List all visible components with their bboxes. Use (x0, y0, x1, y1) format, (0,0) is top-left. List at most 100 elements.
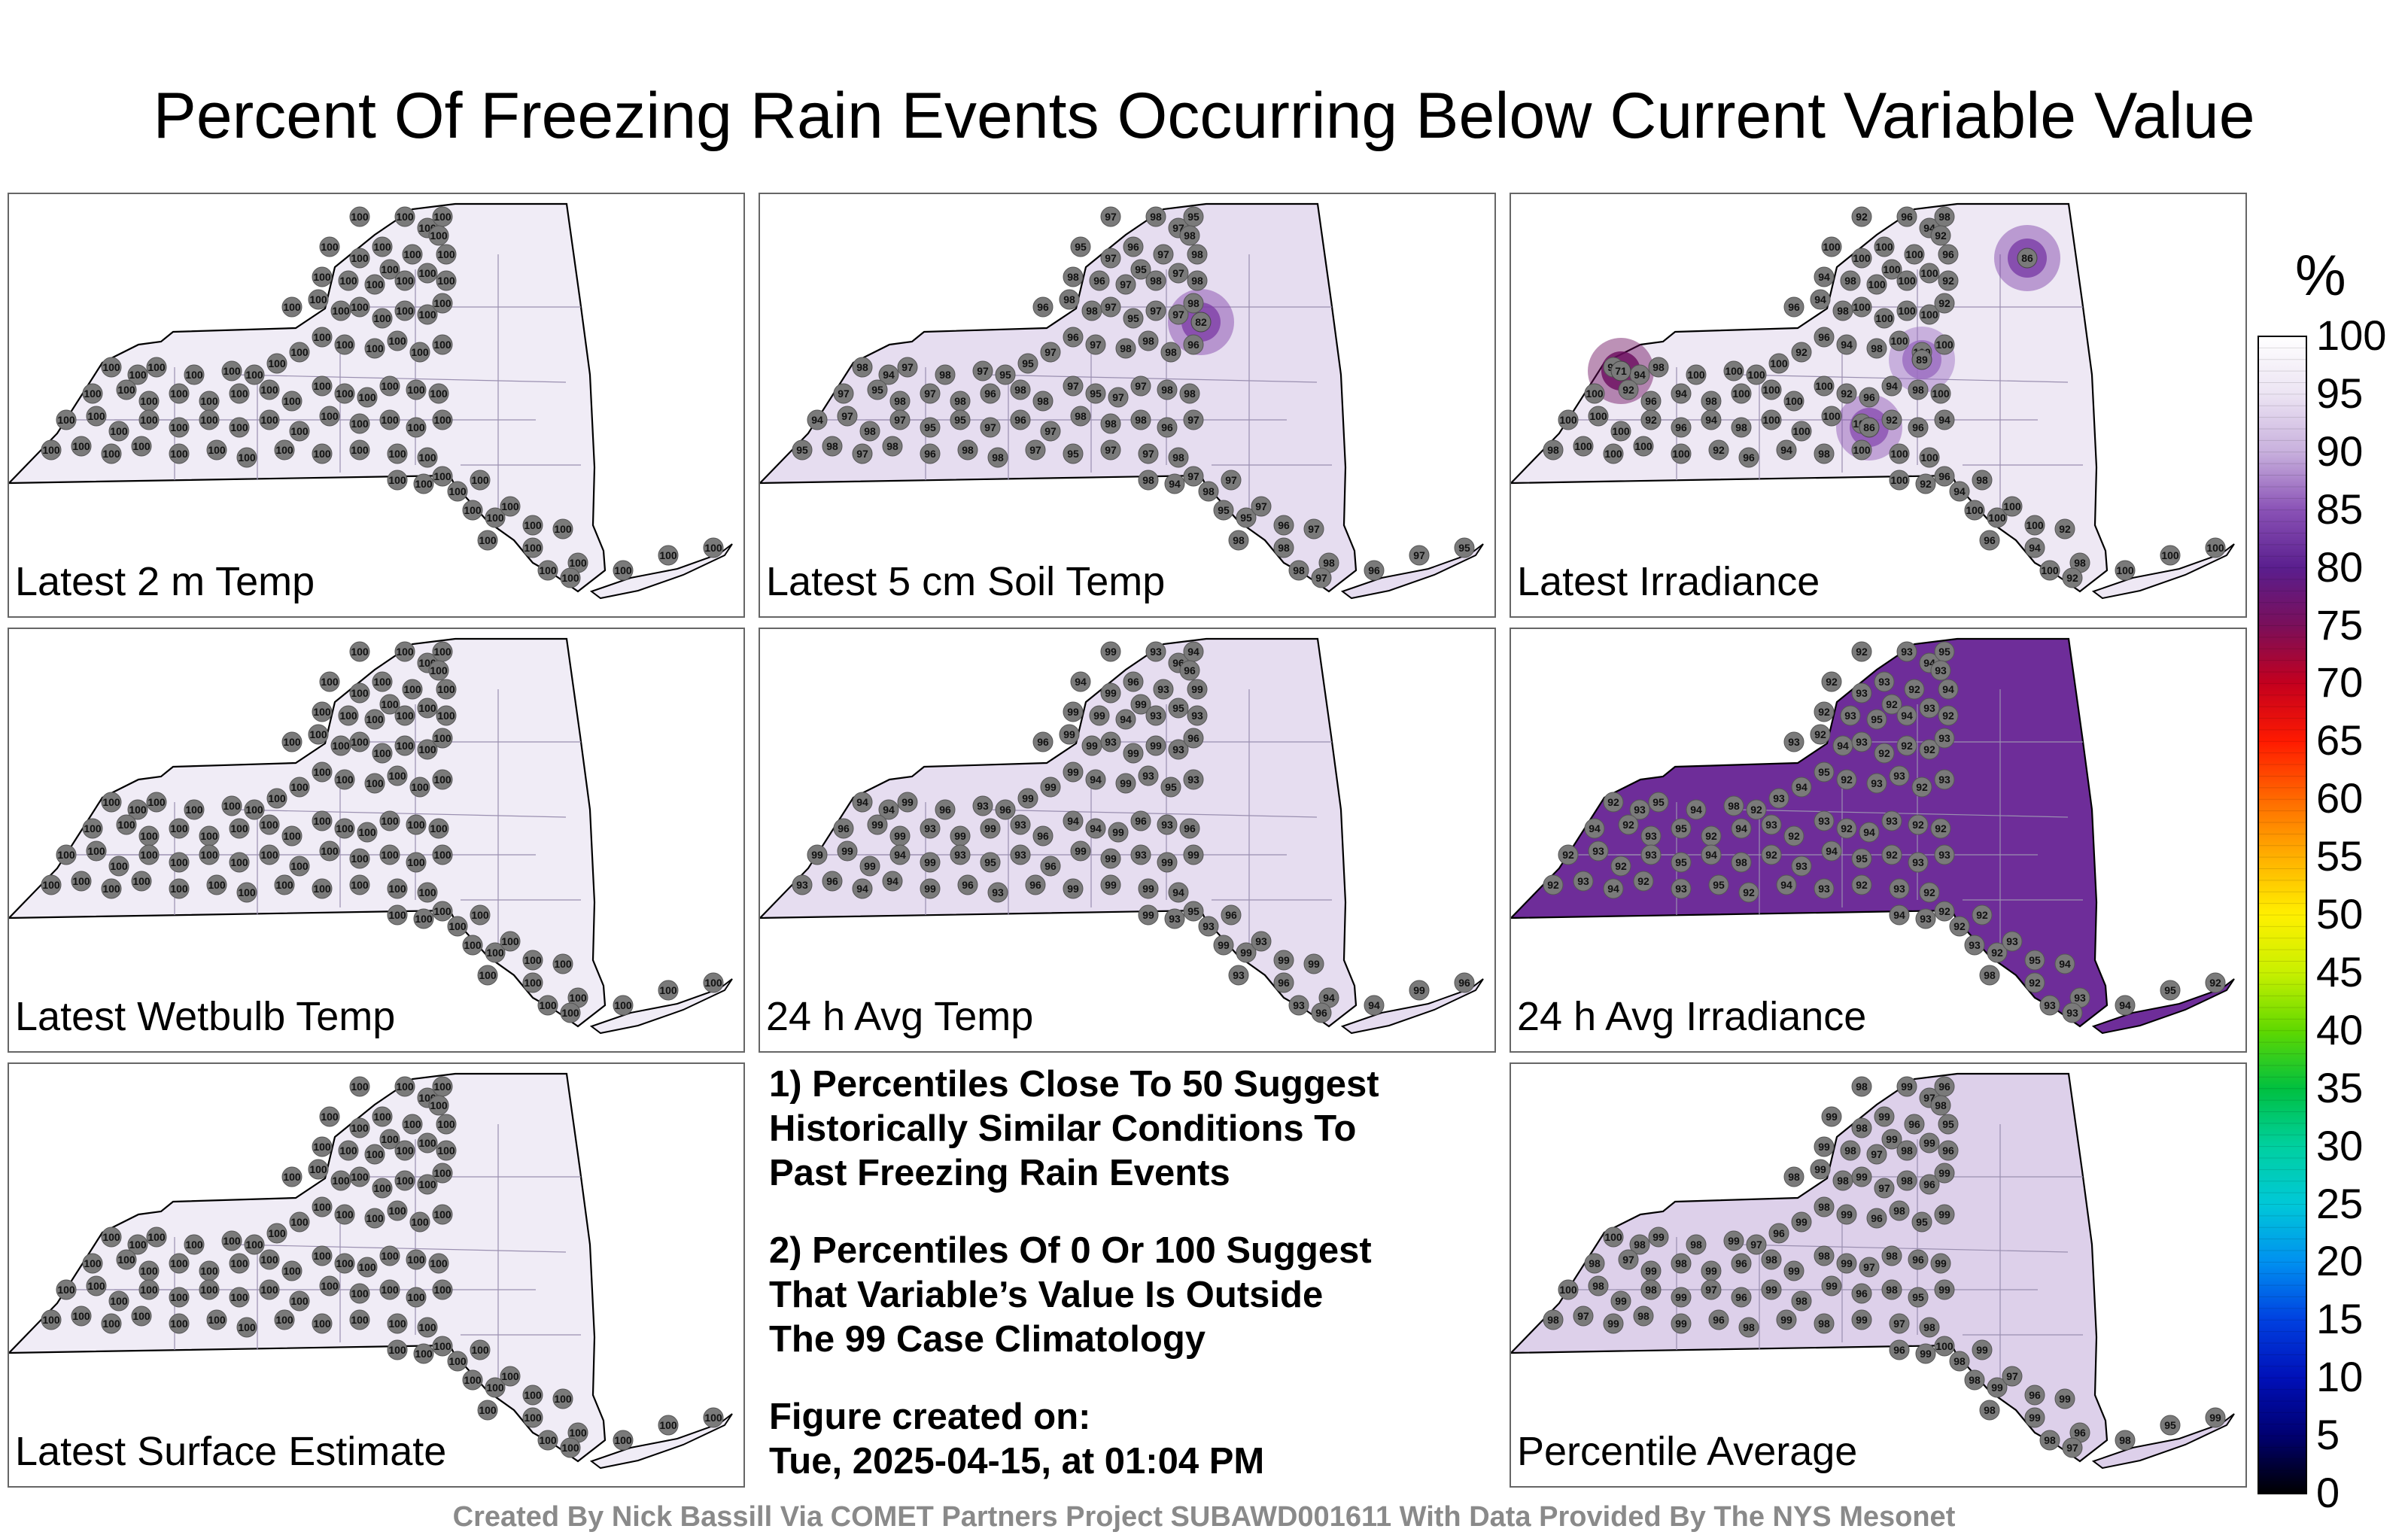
station-marker: 98 (1832, 300, 1853, 321)
station-marker: 100 (101, 1313, 122, 1334)
station-marker: 94 (1063, 810, 1084, 831)
station-value: 100 (260, 849, 278, 861)
station-value: 99 (1240, 947, 1252, 959)
station-marker: 98 (1160, 342, 1181, 363)
station-value: 100 (381, 698, 399, 710)
station-value: 96 (1901, 211, 1913, 223)
station-marker: 100 (432, 1336, 453, 1357)
station-value: 97 (1150, 305, 1162, 317)
station-marker: 100 (477, 1400, 498, 1421)
station-marker: 100 (522, 972, 543, 993)
station-value: 100 (433, 1081, 451, 1093)
station-value: 96 (838, 822, 850, 834)
station-value: 100 (129, 369, 147, 381)
station-marker: 100 (1919, 263, 1940, 284)
station-marker: 100 (1814, 375, 1835, 397)
station-marker: 98 (1187, 270, 1208, 291)
station-marker: 98 (1273, 537, 1294, 558)
station-marker: 93 (2002, 931, 2023, 952)
station-marker: 96 (1919, 1174, 1940, 1195)
station-value: 93 (1135, 849, 1147, 861)
station-value: 100 (170, 856, 188, 868)
station-marker: 100 (289, 1290, 310, 1312)
station-marker: 100 (364, 709, 385, 730)
station-value: 94 (1780, 444, 1792, 456)
station-marker: 93 (2039, 995, 2060, 1016)
station-value: 95 (1075, 241, 1087, 253)
station-marker: 100 (330, 1170, 351, 1191)
station-value: 100 (524, 977, 542, 989)
station-value: 100 (1815, 380, 1833, 392)
station-marker: 98 (1157, 379, 1178, 400)
station-marker: 100 (658, 1415, 679, 1436)
station-value: 98 (1120, 342, 1132, 354)
station-marker: 100 (2115, 560, 2136, 581)
station-value: 95 (1240, 512, 1252, 524)
station-marker: 100 (146, 1226, 167, 1248)
station-marker: 98 (852, 357, 873, 378)
station-value: 100 (140, 414, 158, 426)
station-value: 100 (437, 683, 455, 695)
station-value: 94 (894, 849, 906, 861)
station-value: 86 (1863, 421, 1875, 433)
station-marker: 100 (387, 904, 408, 926)
station-marker: 97 (972, 360, 993, 381)
station-marker: 98 (2115, 1430, 2136, 1451)
station-value: 100 (501, 1370, 519, 1382)
station-marker: 100 (432, 844, 453, 865)
station-value: 95 (1912, 1291, 1924, 1303)
station-value: 94 (1841, 339, 1853, 351)
station-marker: 100 (312, 266, 333, 287)
station-value: 93 (1233, 969, 1245, 981)
station-marker: 95 (1070, 236, 1091, 257)
station-value: 100 (223, 365, 241, 377)
station-value: 99 (1818, 1141, 1830, 1153)
station-value: 98 (1935, 1099, 1947, 1111)
station-marker: 96 (957, 874, 978, 895)
station-marker: 96 (1908, 1249, 1929, 1270)
station-marker: 100 (1558, 409, 1579, 430)
station-value: 92 (1942, 275, 1954, 287)
station-value: 94 (1172, 886, 1184, 898)
station-marker: 100 (1874, 308, 1895, 329)
station-value: 98 (1844, 275, 1856, 287)
station-value: 100 (433, 297, 451, 309)
station-marker: 98 (1814, 1313, 1835, 1334)
station-value: 100 (84, 388, 102, 400)
station-value: 92 (1645, 414, 1657, 426)
station-value: 96 (1713, 1314, 1725, 1326)
station-marker: 98 (882, 436, 903, 457)
station-value: 95 (1675, 856, 1687, 868)
station-marker: 100 (1904, 244, 1925, 265)
station-marker: 100 (537, 995, 558, 1016)
station-value: 98 (1592, 1280, 1604, 1292)
station-marker: 96 (1273, 515, 1294, 536)
station-value: 100 (117, 1254, 135, 1266)
station-marker: 99 (1874, 1106, 1895, 1127)
station-value: 94 (1120, 713, 1132, 725)
station-value: 100 (260, 819, 278, 831)
station-marker: 100 (1791, 421, 1812, 442)
station-marker: 96 (1934, 466, 1955, 487)
station-marker: 99 (1776, 1309, 1797, 1330)
station-marker: 92 (1881, 844, 1902, 865)
station-value: 97 (984, 421, 996, 433)
station-marker: 92 (2024, 972, 2045, 993)
station-value: 100 (396, 710, 414, 722)
station-marker: 93 (1288, 995, 1309, 1016)
station-value: 94 (1938, 414, 1950, 426)
station-value: 96 (1315, 1007, 1327, 1019)
station-marker: 100 (500, 931, 521, 952)
station-marker: 100 (379, 810, 400, 831)
station-marker: 98 (1738, 1317, 1759, 1338)
station-marker: 94 (1949, 481, 1970, 502)
station-marker: 99 (1187, 679, 1208, 700)
station-marker: 94 (1821, 840, 1842, 862)
station-marker: 98 (1731, 417, 1752, 438)
station-marker: 99 (1040, 777, 1061, 798)
station-value: 100 (57, 1284, 75, 1296)
station-value: 92 (1953, 920, 1966, 932)
station-marker: 100 (349, 682, 370, 704)
station-marker: 100 (1633, 436, 1654, 457)
station-value: 100 (147, 796, 166, 808)
